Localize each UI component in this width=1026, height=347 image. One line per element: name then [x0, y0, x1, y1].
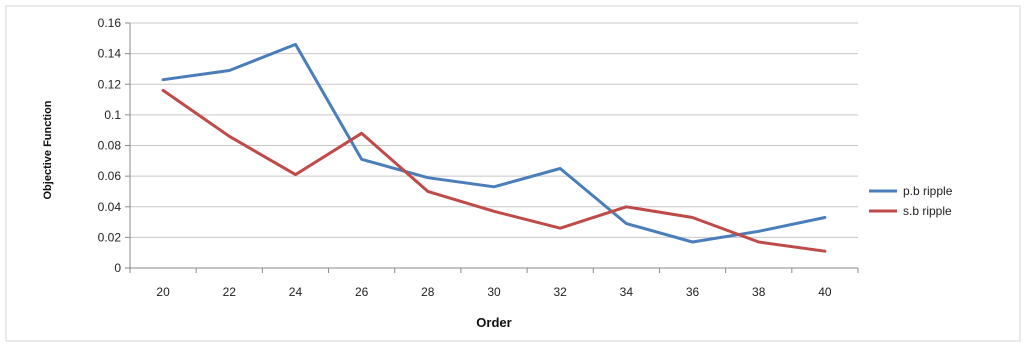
y-tick-labels: 0 0.02 0.04 0.06 0.08 0.1 0.12 0.14 0.16 [98, 16, 122, 275]
y-tick-label: 0.02 [98, 230, 122, 244]
y-tick-label: 0.06 [98, 169, 122, 183]
x-tick-label: 28 [421, 285, 435, 299]
x-tick-label: 38 [752, 285, 766, 299]
x-tick-label: 22 [223, 285, 237, 299]
x-tick-label: 30 [487, 285, 501, 299]
x-tick-label: 32 [554, 285, 568, 299]
x-tick-label: 34 [620, 285, 634, 299]
chart-border [5, 5, 1021, 342]
y-tick-label: 0 [114, 261, 121, 275]
y-axis-title: Objective Function [42, 100, 54, 199]
series-line-1 [161, 42, 827, 244]
x-tick-label: 36 [686, 285, 700, 299]
y-tick-label: 0.08 [98, 139, 122, 153]
x-tick-label: 24 [289, 285, 303, 299]
x-tick-label: 20 [156, 285, 170, 299]
y-tick-label: 0.14 [98, 47, 122, 61]
legend-label: s.b ripple [903, 204, 952, 218]
gridlines [130, 22, 858, 238]
series-line-2 [161, 88, 827, 253]
x-tick-labels: 20 22 24 26 28 30 32 34 36 38 40 [156, 285, 831, 299]
legend-label: p.b ripple [903, 184, 953, 198]
y-tick-label: 0.1 [104, 108, 121, 122]
y-tick-label: 0.12 [98, 77, 122, 91]
y-tick-label: 0.16 [98, 16, 122, 30]
legend: p.b ripple s.b ripple [869, 184, 953, 218]
x-axis-title: Order [476, 315, 511, 330]
axes [125, 22, 859, 273]
series-lines [161, 42, 827, 253]
y-tick-label: 0.04 [98, 200, 122, 214]
x-tick-label: 26 [355, 285, 369, 299]
x-tick-label: 40 [818, 285, 832, 299]
